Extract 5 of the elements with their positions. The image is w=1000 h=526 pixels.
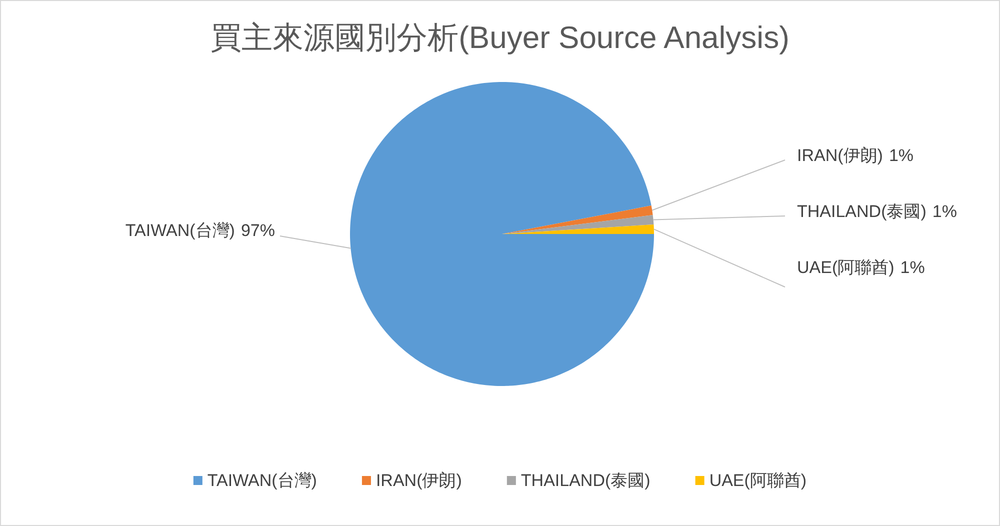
legend-label: IRAN(伊朗) bbox=[376, 471, 462, 490]
legend-label: TAIWAN(台灣) bbox=[207, 471, 317, 490]
legend-label: THAILAND(泰國) bbox=[520, 471, 650, 490]
legend-label: UAE(阿聯酋) bbox=[709, 471, 807, 490]
title: 買主來源國別分析(Buyer Source Analysis) bbox=[210, 20, 790, 55]
